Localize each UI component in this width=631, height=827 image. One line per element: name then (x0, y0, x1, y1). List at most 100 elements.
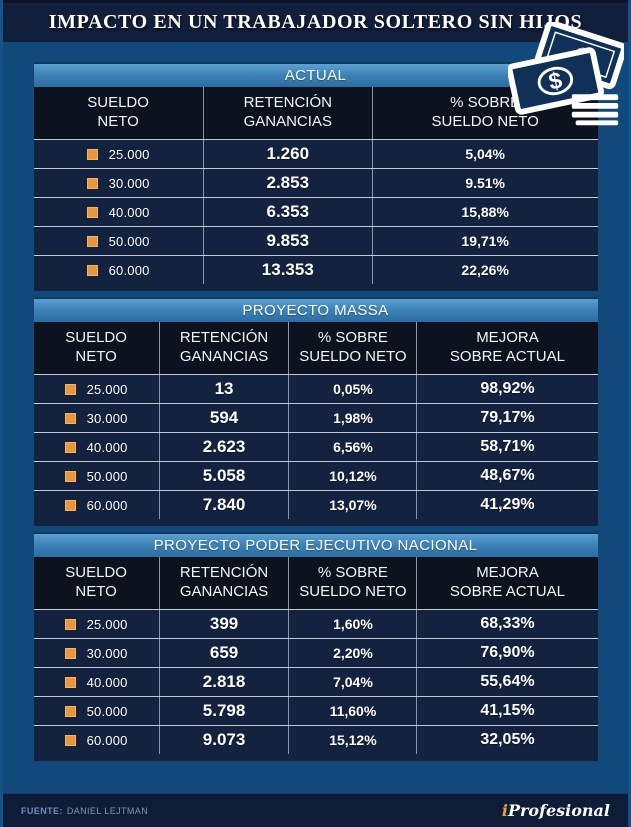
header-line: % SOBRE (450, 94, 521, 112)
header-line: SUELDO (65, 564, 127, 582)
sueldo-value: 25.000 (108, 146, 150, 162)
retencion-value: 399 (158, 610, 289, 638)
mejora-value: 55,64% (416, 668, 597, 696)
bullet-square-icon (64, 647, 76, 659)
table-row: 40.000 2.623 6,56% 58,71% (33, 432, 598, 461)
sueldo-value: 40.000 (86, 439, 128, 455)
bullet-square-icon (64, 734, 76, 746)
section-title: PROYECTO MASSA (242, 302, 389, 319)
pct-value: 2,20% (288, 639, 416, 667)
retencion-value: 2.818 (158, 668, 289, 696)
sueldo-value: 60.000 (86, 497, 128, 513)
sueldo-value: 50.000 (108, 233, 150, 249)
pct-value: 0,05% (288, 375, 416, 403)
pct-value: 9.51% (371, 169, 598, 197)
bullet-square-icon (64, 618, 76, 630)
pct-value: 10,12% (288, 462, 416, 490)
table-row: 30.000 594 1,98% 79,17% (33, 403, 598, 432)
mejora-value: 68,33% (416, 610, 597, 638)
column-header-pct-sobre: % SOBRE SUELDO NETO (288, 557, 416, 609)
header-line: GANANCIAS (179, 348, 269, 365)
pct-value: 15,88% (371, 198, 598, 226)
header-line: MEJORA (476, 564, 539, 582)
sueldo-value: 25.000 (86, 616, 128, 632)
sueldo-cell: 25.000 (34, 610, 159, 638)
header-line: RETENCIÓN (179, 564, 269, 582)
bullet-square-icon (86, 264, 98, 276)
table-row: 40.000 2.818 7,04% 55,64% (33, 667, 598, 696)
mejora-value: 58,71% (416, 433, 597, 461)
source-label: FUENTE: (21, 805, 63, 816)
section-title: ACTUAL (284, 67, 347, 84)
sueldo-value: 30.000 (108, 175, 150, 191)
retencion-value: 7.840 (158, 491, 289, 519)
pct-value: 1,98% (288, 404, 416, 432)
table-row: 25.000 1.260 5,04% (33, 139, 598, 168)
column-header-row: SUELDO NETO RETENCIÓN GANANCIAS % SOBRE … (33, 557, 598, 609)
sueldo-cell: 30.000 (34, 404, 159, 432)
sueldo-value: 30.000 (86, 645, 128, 661)
sueldo-value: 60.000 (108, 262, 150, 278)
table-row: 25.000 399 1,60% 68,33% (33, 609, 598, 638)
column-header-mejora: MEJORA SOBRE ACTUAL (416, 322, 597, 374)
table-row: 50.000 5.798 11,60% 41,15% (33, 696, 598, 725)
section-header-massa: PROYECTO MASSA (33, 297, 598, 322)
money-bills-icon: $ $ (508, 22, 624, 126)
column-header-pct-sobre: % SOBRE SUELDO NETO (371, 87, 598, 139)
table-row: 60.000 13.353 22,26% (33, 255, 598, 284)
retencion-value: 5.058 (158, 462, 289, 490)
bullet-square-icon (64, 441, 76, 453)
mejora-value: 48,67% (416, 462, 597, 490)
sueldo-cell: 30.000 (34, 639, 159, 667)
mejora-value: 76,90% (416, 639, 597, 667)
retencion-value: 1.260 (202, 140, 372, 168)
sueldo-value: 40.000 (86, 674, 128, 690)
pct-value: 7,04% (288, 668, 416, 696)
table-row: 30.000 659 2,20% 76,90% (33, 638, 598, 667)
bullet-square-icon (64, 383, 76, 395)
header-line: RETENCIÓN (179, 329, 269, 347)
header-line: RETENCIÓN (243, 94, 332, 112)
bullet-square-icon (64, 705, 76, 717)
pct-value: 11,60% (288, 697, 416, 725)
sueldo-cell: 60.000 (34, 726, 159, 754)
sueldo-value: 30.000 (86, 410, 128, 426)
bullet-square-icon (86, 206, 98, 218)
sueldo-value: 50.000 (86, 468, 128, 484)
sueldo-cell: 50.000 (34, 227, 203, 255)
logo-rest: Profesional (507, 801, 610, 820)
table-actual: ACTUAL SUELDO NETO RETENCIÓN GANANCIAS %… (33, 62, 598, 291)
bullet-square-icon (64, 412, 76, 424)
section-header-actual: ACTUAL (33, 62, 598, 87)
header-line: NETO (75, 583, 117, 600)
column-header-sueldo-neto: SUELDO NETO (34, 87, 203, 139)
column-header-sueldo-neto: SUELDO NETO (34, 557, 159, 609)
mejora-value: 41,29% (416, 491, 597, 519)
column-header-mejora: MEJORA SOBRE ACTUAL (416, 557, 597, 609)
column-header-retencion: RETENCIÓN GANANCIAS (158, 322, 289, 374)
retencion-value: 9.073 (158, 726, 289, 754)
sueldo-cell: 50.000 (34, 462, 159, 490)
footer-bar: FUENTE: DANIEL LEJTMAN iProfesional (3, 793, 628, 827)
retencion-value: 13.353 (202, 256, 372, 284)
sueldo-cell: 30.000 (34, 169, 203, 197)
section-title: PROYECTO PODER EJECUTIVO NACIONAL (153, 537, 478, 554)
tables-area: ACTUAL SUELDO NETO RETENCIÓN GANANCIAS %… (3, 42, 628, 793)
column-header-row: SUELDO NETO RETENCIÓN GANANCIAS % SOBRE … (33, 322, 598, 374)
header-line: % SOBRE (317, 329, 388, 347)
mejora-value: 41,15% (416, 697, 597, 725)
table-row: 30.000 2.853 9.51% (33, 168, 598, 197)
sueldo-cell: 50.000 (34, 697, 159, 725)
table-row: 25.000 13 0,05% 98,92% (33, 374, 598, 403)
sueldo-value: 60.000 (86, 732, 128, 748)
retencion-value: 2.853 (202, 169, 372, 197)
retencion-value: 5.798 (158, 697, 289, 725)
header-line: MEJORA (476, 329, 539, 347)
retencion-value: 2.623 (158, 433, 289, 461)
pct-value: 13,07% (288, 491, 416, 519)
header-line: GANANCIAS (243, 113, 332, 130)
pct-value: 6,56% (288, 433, 416, 461)
page-title: IMPACTO EN UN TRABAJADOR SOLTERO SIN HIJ… (48, 11, 583, 33)
sueldo-cell: 40.000 (34, 198, 203, 226)
sueldo-cell: 60.000 (34, 256, 203, 284)
